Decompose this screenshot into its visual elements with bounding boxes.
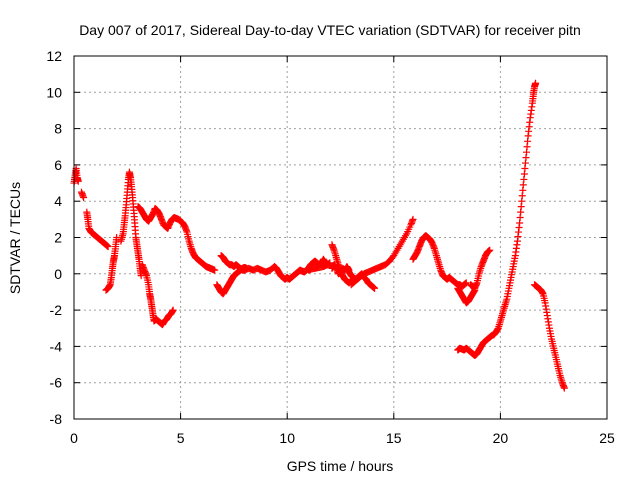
data-point xyxy=(486,246,494,254)
y-axis-ticks: -8 -6 -4 -2 0 2 4 6 8 10 12 xyxy=(46,48,607,427)
data-point xyxy=(324,261,332,269)
plot-frame xyxy=(73,55,608,420)
data-point xyxy=(104,243,112,251)
y-tick-label: 0 xyxy=(54,266,62,282)
y-tick-label: 10 xyxy=(46,84,62,100)
x-tick-label: 5 xyxy=(177,430,185,446)
y-tick-label: 12 xyxy=(46,48,62,64)
data-point xyxy=(80,194,88,202)
y-tick-label: -8 xyxy=(50,411,63,427)
data-point xyxy=(409,215,417,223)
y-tick-label: 6 xyxy=(54,157,62,173)
x-tick-label: 10 xyxy=(279,430,295,446)
x-tick-label: 15 xyxy=(386,430,402,446)
y-tick-label: -4 xyxy=(50,338,63,354)
y-axis-label: SDTVAR / TECUs xyxy=(7,182,23,294)
x-tick-label: 20 xyxy=(493,430,509,446)
data-point xyxy=(211,266,219,274)
y-tick-label: 4 xyxy=(54,193,62,209)
data-point xyxy=(74,177,82,185)
grid-lines xyxy=(74,56,607,419)
y-tick-label: 2 xyxy=(54,230,62,246)
data-point xyxy=(371,284,379,292)
x-tick-label: 0 xyxy=(70,430,78,446)
data-points xyxy=(70,79,568,392)
data-point xyxy=(532,79,540,87)
data-point xyxy=(169,306,177,314)
x-axis-label: GPS time / hours xyxy=(287,458,394,474)
data-point xyxy=(560,384,568,392)
y-tick-label: 8 xyxy=(54,121,62,137)
data-point xyxy=(462,279,470,287)
chart-title: Day 007 of 2017, Sidereal Day-to-day VTE… xyxy=(79,22,581,38)
x-tick-label: 25 xyxy=(599,430,615,446)
y-tick-label: -2 xyxy=(50,302,63,318)
y-tick-label: -6 xyxy=(50,375,63,391)
